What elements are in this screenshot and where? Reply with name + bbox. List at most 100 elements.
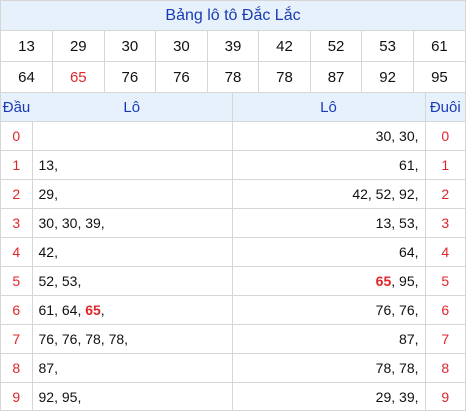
loto-number: 78: [375, 360, 392, 376]
header-lo-left: Lô: [32, 93, 232, 122]
head-digit: 7: [1, 324, 33, 354]
lo-right-cell: 87,: [231, 324, 425, 354]
loto-number: 78: [85, 331, 101, 347]
loto-row: 7 76, 76, 78, 78, 87, 7: [1, 324, 465, 354]
number-cell: 52: [310, 31, 363, 62]
lo-right-cell: 30, 30,: [231, 121, 425, 151]
loto-table: Đầu Lô Lô Đuôi 0 30, 30, 0 1 13, 61, 1 2 29, …: [1, 93, 465, 411]
lo-left-cell: [32, 121, 232, 151]
tail-digit: 4: [424, 237, 465, 267]
loto-number: 78: [399, 360, 415, 376]
number-cell: 76: [155, 61, 208, 93]
loto-number: 76: [61, 331, 78, 347]
tail-digit: 1: [424, 150, 465, 180]
lo-right-cell: 42, 52, 92,: [231, 179, 425, 209]
loto-row: 5 52, 53, 65, 95, 5: [1, 266, 465, 296]
tail-digit: 0: [424, 121, 465, 151]
lo-left-cell: 76, 76, 78, 78,: [32, 324, 232, 354]
number-cell: 95: [413, 61, 465, 93]
number-cell: 13: [1, 31, 54, 62]
number-cell: 29: [52, 31, 105, 62]
tail-digit: 3: [424, 208, 465, 238]
head-digit: 9: [1, 382, 33, 411]
tail-digit: 7: [424, 324, 465, 354]
tail-digit: 8: [424, 353, 465, 383]
loto-number: 76: [399, 302, 415, 318]
number-cell: 53: [361, 31, 414, 62]
head-digit: 3: [1, 208, 33, 238]
head-digit: 4: [1, 237, 33, 267]
lo-left-cell: 87,: [32, 353, 232, 383]
loto-number: 53: [399, 215, 415, 231]
lo-right-cell: 65, 95,: [231, 266, 425, 296]
lo-right-cell: 13, 53,: [231, 208, 425, 238]
loto-number: 13: [38, 157, 55, 173]
head-digit: 0: [1, 121, 33, 151]
loto-number: 87: [399, 331, 415, 347]
loto-number: 30: [399, 128, 415, 144]
lo-left-cell: 52, 53,: [32, 266, 232, 296]
loto-number: 52: [38, 273, 55, 289]
loto-row: 0 30, 30, 0: [1, 121, 465, 151]
tail-digit: 6: [424, 295, 465, 325]
loto-row: 4 42, 64, 4: [1, 237, 465, 267]
lo-right-cell: 29, 39,: [231, 382, 425, 411]
loto-row: 8 87, 78, 78, 8: [1, 353, 465, 383]
loto-number: 92: [399, 186, 415, 202]
number-cell: 42: [258, 31, 311, 62]
loto-number: 78: [108, 331, 125, 347]
head-digit: 8: [1, 353, 33, 383]
loto-number: 39: [85, 215, 101, 231]
loto-number: 61: [38, 302, 55, 318]
loto-row: 3 30, 30, 39, 13, 53, 3: [1, 208, 465, 238]
number-cell: 76: [104, 61, 157, 93]
lo-left-cell: 13,: [32, 150, 232, 180]
loto-number: 61: [399, 157, 415, 173]
loto-number: 95: [61, 389, 78, 405]
loto-row: 2 29, 42, 52, 92, 2: [1, 179, 465, 209]
loto-number: 42: [352, 186, 368, 202]
lo-left-cell: 92, 95,: [38, 389, 82, 405]
loto-number: 87: [38, 360, 55, 376]
lo-right-cell: 78, 78,: [231, 353, 425, 383]
number-cell: 78: [207, 61, 260, 93]
tail-digit: 5: [424, 266, 465, 296]
board-title: Bảng lô tô Đắc Lắc: [1, 1, 465, 31]
loto-number: 95: [399, 273, 415, 289]
lo-left-cell: 29,: [32, 179, 232, 209]
header-duoi: Đuôi: [424, 93, 465, 122]
lo-left-cell: 42,: [32, 237, 232, 267]
number-cell: 30: [155, 31, 208, 62]
loto-number: 30: [375, 128, 392, 144]
loto-number: 39: [399, 389, 415, 405]
loto-number: 30: [61, 215, 78, 231]
header-lo-right: Lô: [231, 93, 425, 122]
number-cell: 39: [207, 31, 260, 62]
number-cell: 87: [310, 61, 363, 93]
number-cell: 78: [258, 61, 311, 93]
loto-number: 76: [38, 331, 55, 347]
loto-number: 42: [38, 244, 55, 260]
number-cell: 61: [413, 31, 465, 62]
numbers-row-2: 64 65 76 76 78 78 87 92 95: [1, 61, 465, 93]
loto-number: 76: [375, 302, 392, 318]
head-digit: 5: [1, 266, 33, 296]
loto-number: 29: [375, 389, 392, 405]
loto-number: 52: [375, 186, 392, 202]
number-cell: 92: [361, 61, 414, 93]
loto-row: 6 61, 64, 65, 76, 76, 6: [1, 295, 465, 325]
lo-right-cell: 61,: [231, 150, 425, 180]
loto-number: 65: [375, 273, 392, 289]
head-digit: 2: [1, 179, 33, 209]
lo-left-cell: 30, 30, 39,: [32, 208, 232, 238]
numbers-row-1: 13 29 30 30 39 42 52 53 61: [1, 31, 465, 62]
number-cell: 30: [104, 31, 157, 62]
head-digit: 6: [1, 295, 33, 325]
loto-number: 53: [61, 273, 78, 289]
tail-digit: 9: [424, 382, 465, 411]
loto-number: 30: [38, 215, 55, 231]
loto-number: 13: [375, 215, 392, 231]
loto-number: 29: [38, 186, 55, 202]
loto-number: 92: [38, 389, 55, 405]
lo-right-cell: 64,: [231, 237, 425, 267]
